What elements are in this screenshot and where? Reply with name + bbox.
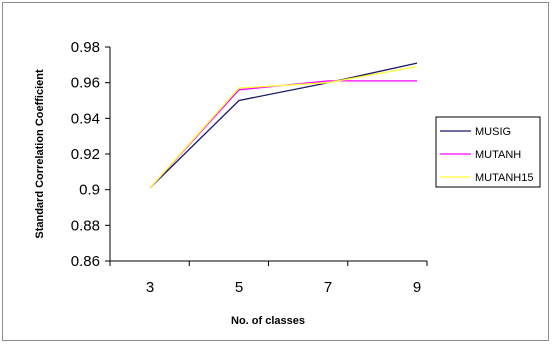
- x-tick-label: 9: [413, 279, 421, 296]
- series-line-mutanh: [149, 80, 417, 189]
- x-tick-label: 3: [146, 279, 154, 296]
- y-tick-label: 0.86: [71, 253, 100, 270]
- y-tick-label: 0.9: [79, 182, 100, 199]
- x-tick-label: 5: [235, 279, 243, 296]
- series-line-musig: [149, 62, 418, 189]
- legend-box: [435, 116, 541, 188]
- x-tick-label: 7: [324, 279, 332, 296]
- x-axis-title: No. of classes: [231, 315, 305, 327]
- legend-label: MUTANH: [475, 149, 521, 161]
- y-tick-label: 0.92: [71, 146, 100, 163]
- y-tick-label: 0.98: [71, 39, 100, 56]
- y-tick-label: 0.96: [71, 75, 100, 92]
- series-line-mutanh15: [149, 65, 418, 189]
- y-axis-title: Standard Correlation Coefficient: [34, 69, 46, 239]
- legend-label: MUTANH15: [475, 172, 533, 184]
- y-tick-label: 0.94: [71, 110, 100, 127]
- axes: [109, 47, 427, 262]
- legend-label: MUSIG: [475, 126, 511, 138]
- series-lines: [149, 62, 418, 189]
- legend: MUSIG MUTANH MUTANH15: [435, 116, 541, 188]
- y-ticks: 0.98 0.96 0.94 0.92 0.9 0.88 0.86: [71, 39, 110, 270]
- y-tick-label: 0.88: [71, 217, 100, 234]
- x-ticks: 3 5 7 9: [109, 261, 428, 296]
